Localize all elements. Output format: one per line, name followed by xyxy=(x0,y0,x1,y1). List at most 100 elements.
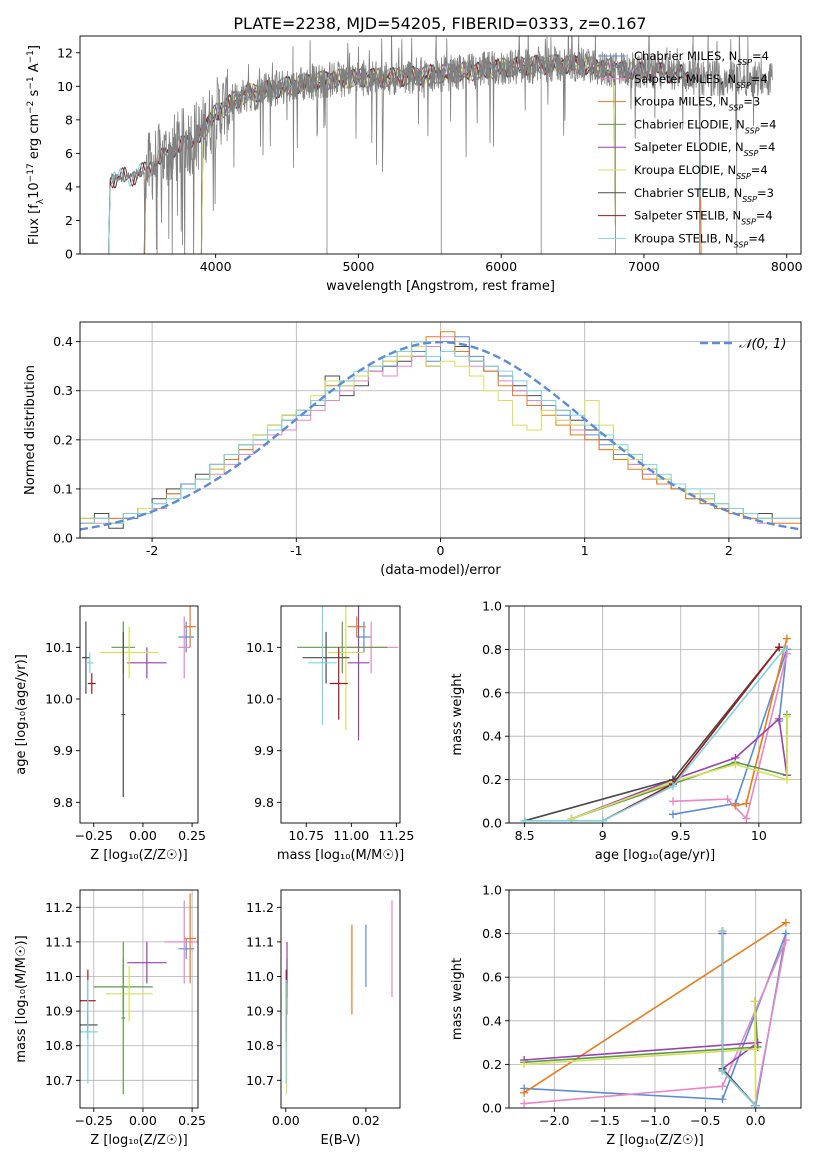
legend-label: 𝒩(0, 1) xyxy=(739,337,786,352)
y-tick-label: 6 xyxy=(65,146,73,161)
mass-weight-line xyxy=(571,714,788,820)
x-tick-label: 9.5 xyxy=(671,828,691,843)
y-tick-label: 9.9 xyxy=(254,743,274,758)
axes-frame xyxy=(79,35,802,255)
point-marker xyxy=(668,797,677,806)
panel-mass-vs-Z: −0.25 0.00 0.25 10.7 10.8 10.9 11.0 11.1 11.2 Z [… xyxy=(14,889,206,1148)
x-tick-label: 5000 xyxy=(342,259,374,274)
point-marker xyxy=(731,760,740,769)
legend-sub: SSP xyxy=(737,58,752,67)
panel-age-vs-mass: 10.75 11.00 11.25 9.8 9.9 10.0 10.1 mass [log₁₀… xyxy=(246,605,414,863)
y-tick-label: 10.7 xyxy=(246,1073,274,1088)
panel-mass-weight-vs-age: 8.5 9 9.5 10 0.0 0.2 0.4 0.6 0.8 1.0 age [log₁₀(ag… xyxy=(450,599,802,863)
y-tick-label: 0.6 xyxy=(482,970,502,985)
axes-frame xyxy=(79,321,802,539)
y-tick-label: 11.2 xyxy=(246,900,274,915)
point-marker xyxy=(742,814,751,823)
axes-frame xyxy=(79,605,199,824)
plot-area-mass-vs-Z xyxy=(80,893,198,1095)
legend-sub: SSP xyxy=(729,103,744,112)
x-tick-label: 9 xyxy=(599,828,607,843)
y-tick-label: 9.8 xyxy=(254,795,274,810)
y-tick-label: 10.0 xyxy=(45,692,73,707)
legend-text: Chabrier MILES, N xyxy=(634,49,737,63)
mass-weight-line xyxy=(672,653,788,821)
legend-tail: =3 xyxy=(743,95,760,109)
mass-weight-line xyxy=(524,648,785,822)
x-tick-label: −1.5 xyxy=(589,1113,619,1128)
y-tick-label: 0.4 xyxy=(482,1013,502,1028)
panel-mass-weight-vs-Z: −2.0 −1.5 −1.0 −0.5 0.0 0.0 0.2 0.4 0.6 0.8 1.0 Z [… xyxy=(450,883,802,1148)
point-marker xyxy=(520,816,529,823)
legend-label: Salpeter ELODIE, NSSP=4 xyxy=(634,140,775,158)
legend-text: Salpeter MILES, N xyxy=(634,72,736,86)
label-part: Flux [f xyxy=(27,204,42,245)
y-tick-label: 0.2 xyxy=(482,1057,502,1072)
y-tick-label: 0.3 xyxy=(53,383,73,398)
point-marker xyxy=(782,649,791,658)
x-tick-label: 11.00 xyxy=(333,828,369,843)
y-tick-label: 0 xyxy=(65,247,73,262)
point-marker xyxy=(781,918,790,927)
point-marker xyxy=(782,712,791,721)
y-tick-label: 10 xyxy=(57,79,73,94)
point-marker xyxy=(520,1099,529,1108)
y-tick-label: 0.8 xyxy=(482,642,502,657)
point-marker xyxy=(520,1088,529,1097)
legend-label: Salpeter STELIB, NSSP=4 xyxy=(634,209,773,227)
y-tick-label: 11.0 xyxy=(246,969,274,984)
panel-residuals: -2 -1 0 1 2 0.0 0.1 0.2 0.3 0.4 (data-model)/error… xyxy=(23,321,802,578)
histogram-step xyxy=(80,341,801,538)
legend-label: Kroupa ELODIE, NSSP=4 xyxy=(634,163,768,181)
point-marker xyxy=(718,927,727,936)
legend-sub: SSP xyxy=(745,126,760,135)
y-tick-label: 0.2 xyxy=(482,772,502,787)
legend-tail: =3 xyxy=(757,186,774,200)
legend-text: Chabrier STELIB, N xyxy=(634,186,742,200)
point-marker xyxy=(718,1066,727,1075)
x-axis-label: (data-model)/error xyxy=(380,563,501,578)
x-tick-label: 6000 xyxy=(485,259,517,274)
point-marker xyxy=(750,997,759,1006)
x-tick-label: -1 xyxy=(290,543,302,558)
point-marker xyxy=(598,816,607,823)
y-tick-label: 0.1 xyxy=(53,481,73,496)
point-marker xyxy=(742,799,751,808)
normal-curve xyxy=(80,341,801,531)
point-marker xyxy=(781,936,790,945)
mass-weight-line xyxy=(672,649,788,816)
x-tick-label: 4000 xyxy=(200,259,232,274)
y-tick-label: 10.9 xyxy=(45,1004,73,1019)
x-axis-label: Z [log₁₀(Z/Z☉)] xyxy=(90,1133,187,1148)
point-marker xyxy=(731,801,740,810)
label-part: s xyxy=(27,89,42,100)
x-tick-label: 11.25 xyxy=(378,828,414,843)
y-tick-label: 0.4 xyxy=(482,729,502,744)
x-tick-label: 0.25 xyxy=(178,828,206,843)
x-axis-label: Z [log₁₀(Z/Z☉)] xyxy=(606,1133,703,1148)
legend-tail: =4 xyxy=(748,231,765,245)
legend-tail: =4 xyxy=(751,72,768,86)
plot-area-spectrum xyxy=(108,36,773,254)
y-tick-label: 0.4 xyxy=(53,334,73,349)
y-axis-label: mass [log₁₀(M/M☉)] xyxy=(14,935,29,1062)
x-tick-label: 0.02 xyxy=(352,1113,380,1128)
y-tick-label: 10.9 xyxy=(246,1004,274,1019)
legend-label: Chabrier STELIB, NSSP=3 xyxy=(634,186,774,204)
point-marker xyxy=(782,634,791,643)
legend-label: Chabrier ELODIE, NSSP=4 xyxy=(634,117,776,135)
y-tick-label: 10.0 xyxy=(246,692,274,707)
axes-frame xyxy=(508,889,802,1109)
axes-frame xyxy=(280,605,401,824)
mass-weight-line xyxy=(721,931,757,1107)
legend-sub: SSP xyxy=(741,217,756,226)
label-part: −17 xyxy=(26,163,36,182)
legend-text: Kroupa STELIB, N xyxy=(634,231,734,245)
label-part: A xyxy=(27,63,42,76)
point-marker xyxy=(775,643,784,652)
x-axis-label: age [log₁₀(age/yr)] xyxy=(595,848,716,863)
axes-frame xyxy=(280,889,401,1109)
y-tick-label: 1.0 xyxy=(482,599,502,614)
